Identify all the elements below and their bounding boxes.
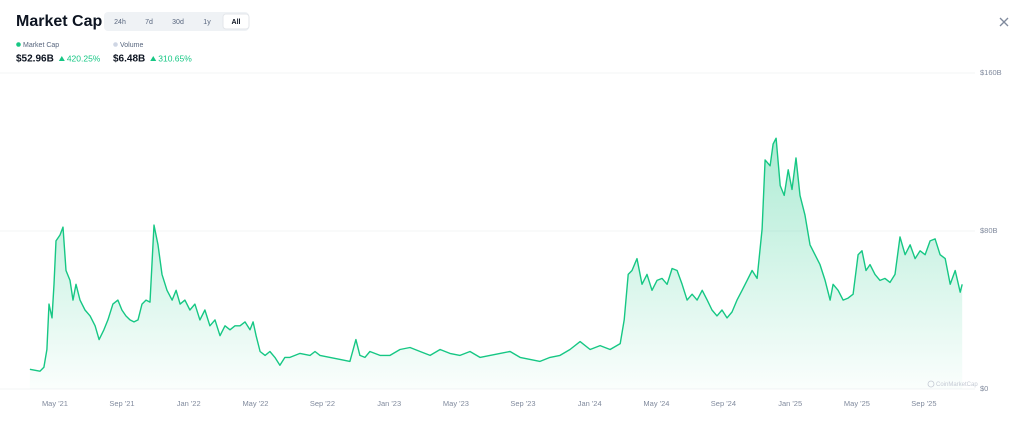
y-tick-label: $80B bbox=[980, 226, 998, 235]
area-fill bbox=[29, 138, 963, 389]
up-arrow bbox=[150, 56, 157, 61]
x-tick-label: Sep '23 bbox=[510, 399, 535, 408]
x-tick-label: May '21 bbox=[42, 399, 68, 408]
stat-value: $6.48B bbox=[113, 54, 145, 65]
legend-label: Volume bbox=[120, 42, 143, 49]
close-button[interactable] bbox=[999, 17, 1009, 27]
legend-label: Market Cap bbox=[23, 42, 59, 49]
tab[interactable]: 30d bbox=[172, 19, 184, 26]
tab-active-bg bbox=[222, 13, 250, 30]
x-tick-label: May '25 bbox=[844, 399, 870, 408]
x-tick-label: Jan '22 bbox=[177, 399, 201, 408]
legend-dot bbox=[16, 42, 21, 47]
y-tick-label: $0 bbox=[980, 384, 988, 393]
x-tick-label: Jan '25 bbox=[778, 399, 802, 408]
tab-group bbox=[104, 12, 249, 31]
stat-change: 420.25% bbox=[67, 53, 101, 63]
watermark: CoinMarketCap bbox=[936, 382, 978, 388]
x-tick-label: Jan '23 bbox=[377, 399, 401, 408]
x-tick-label: May '23 bbox=[443, 399, 469, 408]
x-tick-label: Sep '22 bbox=[310, 399, 335, 408]
watermark-logo bbox=[927, 380, 935, 388]
x-tick-label: Sep '21 bbox=[109, 399, 134, 408]
x-tick-label: Sep '24 bbox=[711, 399, 736, 408]
tab[interactable]: 24h bbox=[114, 19, 126, 26]
stat-value: $52.96B bbox=[16, 54, 54, 65]
y-tick-label: $160B bbox=[980, 68, 1002, 77]
legend-dot bbox=[113, 42, 118, 47]
up-arrow bbox=[58, 56, 65, 61]
x-tick-label: May '22 bbox=[242, 399, 268, 408]
title: Market Cap bbox=[16, 13, 102, 30]
x-tick-label: Jan '24 bbox=[578, 399, 602, 408]
line bbox=[29, 137, 963, 372]
tab[interactable]: 1y bbox=[203, 19, 211, 26]
x-tick-label: May '24 bbox=[643, 399, 669, 408]
x-tick-label: Sep '25 bbox=[911, 399, 936, 408]
tab[interactable]: 7d bbox=[145, 19, 153, 26]
stat-change: 310.65% bbox=[158, 53, 192, 63]
tab[interactable]: All bbox=[232, 19, 241, 26]
